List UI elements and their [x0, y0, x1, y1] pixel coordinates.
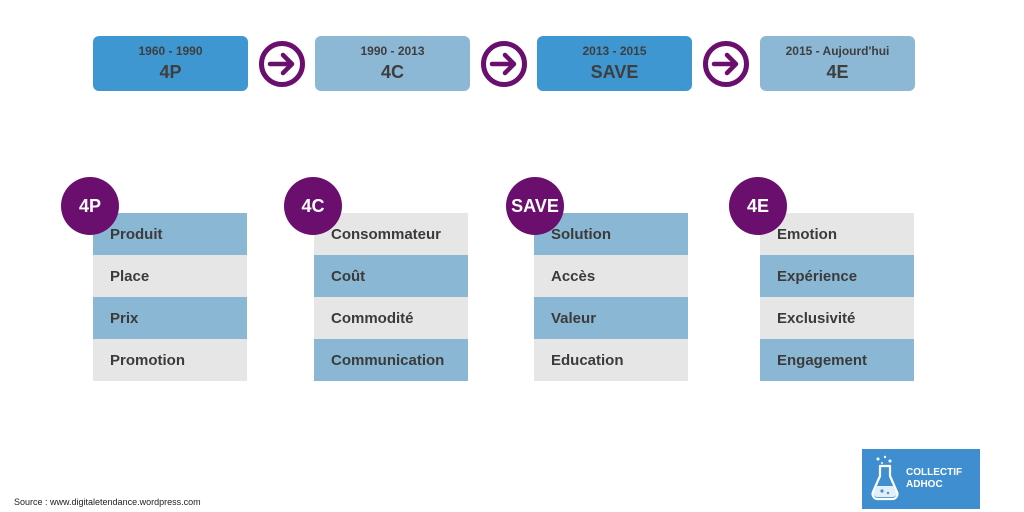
timeline-step-4c: 1990 - 2013 4C [315, 36, 470, 91]
timeline-step-4e: 2015 - Aujourd'hui 4E [760, 36, 915, 91]
model-item: Coût [314, 255, 468, 297]
logo-line-1: COLLECTIF [906, 467, 963, 478]
flask-icon [871, 455, 899, 501]
model-item: Emotion [760, 213, 914, 255]
timeline-step-4p: 1960 - 1990 4P [93, 36, 248, 91]
model-item: Produit [93, 213, 247, 255]
model-item: Commodité [314, 297, 468, 339]
timeline-period: 2013 - 2015 [582, 44, 647, 58]
source-caption: Source : www.digitaletendance.wordpress.… [14, 497, 201, 507]
timeline-label: 4E [826, 62, 849, 82]
collectif-adhoc-logo: COLLECTIF ADHOC [862, 449, 980, 509]
arrow-right-icon [703, 41, 749, 87]
model-badge-4c: 4C [284, 177, 342, 235]
model-item: Consommateur [314, 213, 468, 255]
timeline-step-save: 2013 - 2015 SAVE [537, 36, 692, 91]
model-item: Place [93, 255, 247, 297]
model-item: Accès [534, 255, 688, 297]
model-list-4c: Consommateur Coût Commodité Communicatio… [314, 213, 468, 381]
model-badge-save: SAVE [506, 177, 564, 235]
arrow-right-icon [259, 41, 305, 87]
timeline-label: SAVE [590, 62, 639, 82]
model-badge-4p: 4P [61, 177, 119, 235]
timeline-period: 1990 - 2013 [360, 44, 425, 58]
arrow-right-icon [481, 41, 527, 87]
model-badge-4e: 4E [729, 177, 787, 235]
model-list-save: Solution Accès Valeur Education [534, 213, 688, 381]
model-item: Exclusivité [760, 297, 914, 339]
timeline-period: 2015 - Aujourd'hui [785, 44, 890, 58]
timeline-period: 1960 - 1990 [138, 44, 203, 58]
model-list-4p: Produit Place Prix Promotion [93, 213, 247, 381]
timeline-label: 4P [159, 62, 182, 82]
model-item: Communication [314, 339, 468, 381]
timeline-label: 4C [380, 62, 404, 82]
model-list-4e: Emotion Expérience Exclusivité Engagemen… [760, 213, 914, 381]
model-item: Engagement [760, 339, 914, 381]
model-item: Expérience [760, 255, 914, 297]
model-item: Promotion [93, 339, 247, 381]
model-item: Prix [93, 297, 247, 339]
model-item: Valeur [534, 297, 688, 339]
logo-line-2: ADHOC [906, 479, 943, 490]
model-item: Education [534, 339, 688, 381]
